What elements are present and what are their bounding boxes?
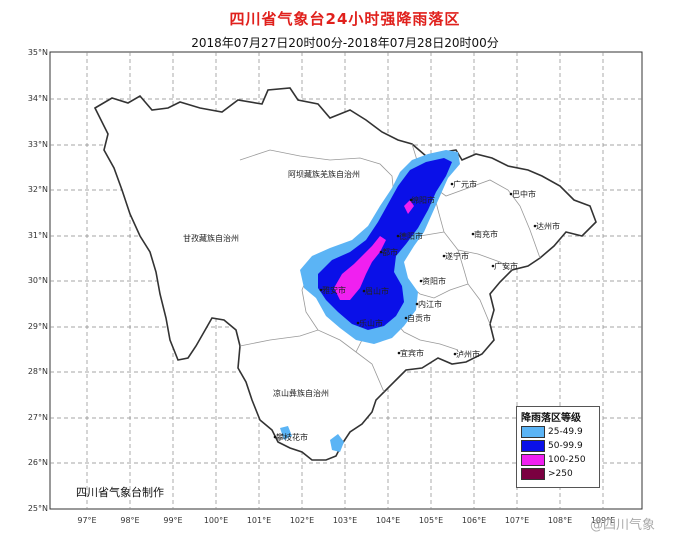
region-label-liangshan: 凉山彝族自治州 [273,388,329,398]
lon-label: 101°E [246,516,272,525]
lon-label: 98°E [120,516,140,525]
lat-label: 29°N [27,322,48,331]
lat-label: 35°N [27,48,48,57]
legend-swatch [521,454,545,466]
city-label-zigong: 自贡市 [407,313,431,323]
lat-label: 33°N [27,140,48,149]
map-subtitle: 2018年07月27日20时00分-2018年07月28日20时00分 [191,36,499,50]
rainfall-area-25-49-south [330,434,344,452]
lon-label: 109°E [590,516,616,525]
legend-label: >250 [548,469,573,479]
city-label-bazhong: 巴中市 [512,189,536,199]
city-label-nanchong: 南充市 [474,229,498,239]
legend-label: 50-99.9 [548,441,583,451]
lat-label: 31°N [27,231,48,240]
city-label-chengdu: 都市 [382,247,398,257]
legend-label: 100-250 [548,455,586,465]
legend-swatch [521,440,545,452]
city-label-guangyuan: 广元市 [453,179,477,189]
region-label-aba: 阿坝藏族羌族自治州 [288,169,360,179]
city-label-suining: 遂宁市 [445,251,469,261]
rainfall-area-100-250 [334,236,386,300]
rainfall-legend: 降雨落区等级 25-49.9 50-99.9 100-250 >250 [516,406,600,488]
legend-label: 25-49.9 [548,427,583,437]
city-label-deyang: 德阳市 [399,231,423,241]
legend-item: >250 [521,468,573,480]
lon-label: 102°E [289,516,315,525]
city-markers [273,182,537,439]
city-label-guangan: 广安市 [494,261,518,271]
rainfall-area-25-49-sw [280,426,292,440]
lat-label: 26°N [27,458,48,467]
region-label-ganzi: 甘孜藏族自治州 [183,233,239,243]
map-frame [49,51,643,510]
map-title: 四川省气象台24小时强降雨落区 [229,10,461,28]
lat-label: 27°N [27,413,48,422]
city-label-panzhihua: 攀枝花市 [276,432,308,442]
city-label-dazhou: 达州市 [536,221,560,231]
lat-label: 32°N [27,185,48,194]
city-label-yaan: 雅安市 [322,285,346,295]
lat-label: 30°N [27,276,48,285]
city-label-neijiang: 内江市 [418,299,442,309]
city-label-yibin: 宜宾市 [400,348,424,358]
lat-label: 25°N [27,504,48,513]
legend-item: 50-99.9 [521,440,583,452]
lon-label: 105°E [418,516,444,525]
city-label-meishan: 眉山市 [365,286,389,296]
lon-label: 104°E [375,516,401,525]
legend-item: 25-49.9 [521,426,583,438]
city-label-luzhou: 泸州市 [456,349,480,359]
lon-label: 106°E [461,516,487,525]
producer-label: 四川省气象台制作 [76,486,164,499]
legend-swatch [521,468,545,480]
lon-label: 97°E [77,516,97,525]
lat-label: 28°N [27,367,48,376]
lon-label: 100°E [203,516,229,525]
city-label-ziyang: 资阳市 [422,276,446,286]
legend-item: 100-250 [521,454,586,466]
lon-label: 103°E [332,516,358,525]
weibo-watermark: @四川气象 [590,518,656,533]
lon-label: 99°E [163,516,183,525]
lat-label: 34°N [27,94,48,103]
city-label-mianyang: 绵阳市 [411,195,435,205]
rainfall-area-100-250-north [404,200,414,214]
legend-title: 降雨落区等级 [521,413,581,424]
lon-label: 108°E [547,516,573,525]
legend-swatch [521,426,545,438]
city-label-leshan: 乐山市 [359,318,383,328]
lon-label: 107°E [504,516,530,525]
